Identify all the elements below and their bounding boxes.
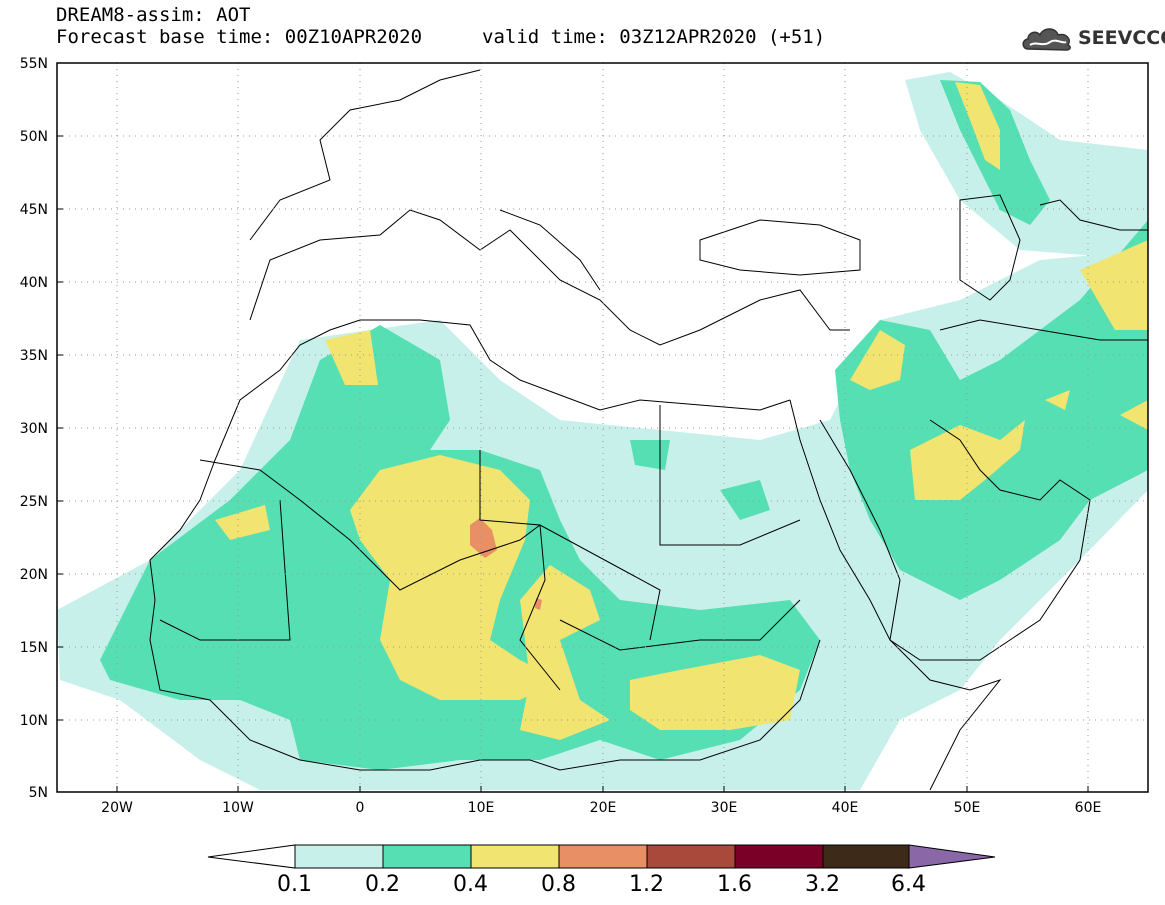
colorbar-arrow-right [908,844,996,869]
logo-text: SEEVCCC [1078,27,1165,49]
lon-label: 20W [101,800,133,816]
lon-labels: 20W 10W 0 10E 20E 30E 40E 50E 60E [101,800,1101,816]
lat-labels: 55N 50N 45N 40N 35N 30N 25N 20N 15N 10N … [20,56,48,801]
lon-label: 20E [590,800,617,816]
colorbar-swatch [734,844,824,869]
aot-field [57,72,1148,790]
lat-label: 25N [20,494,48,510]
title-line-1: DREAM8-assim: AOT [56,4,251,26]
colorbar-label: 0.2 [365,872,400,897]
lon-label: 0 [356,800,365,816]
colorbar-label: 3.2 [805,872,840,897]
colorbar-arrow-left [207,844,296,869]
title-line-3: valid time: 03Z12APR2020 (+51) [482,26,826,48]
axis-ticks [57,62,1089,793]
colorbar-label: 0.1 [277,872,312,897]
colorbar-label: 1.2 [629,872,664,897]
lon-label: 40E [832,800,859,816]
colorbar-swatch [822,844,910,869]
seevccc-logo: SEEVCCC [1020,23,1165,57]
lat-label: 15N [20,640,48,656]
colorbar-label: 6.4 [891,872,926,897]
coastlines [149,69,1148,791]
lon-label: 30E [711,800,738,816]
lat-label: 20N [20,567,48,583]
colorbar-swatch [646,844,736,869]
colorbar-label: 0.8 [541,872,576,897]
colorbar-swatch [558,844,648,869]
aot-band-0.4 [215,82,1148,740]
lon-label: 50E [954,800,981,816]
colorbar-swatch [382,844,472,869]
lat-label: 45N [20,202,48,218]
colorbar-swatch [294,844,384,869]
lat-label: 10N [20,713,48,729]
lon-label: 60E [1075,800,1102,816]
lat-label: 40N [20,275,48,291]
title-line-2: Forecast base time: 00Z10APR2020 [56,26,423,48]
lat-label: 55N [20,56,48,72]
lat-label: 5N [29,785,48,801]
aot-band-0.2 [100,80,1148,770]
lat-label: 35N [20,348,48,364]
colorbar-label: 1.6 [717,872,752,897]
colorbar [207,844,996,869]
lat-label: 50N [20,129,48,145]
cloud-icon [1022,28,1071,51]
colorbar-swatch [470,844,560,869]
lat-label: 30N [20,421,48,437]
colorbar-label: 0.4 [453,872,488,897]
lon-label: 10E [468,800,495,816]
lon-label: 10W [222,800,254,816]
